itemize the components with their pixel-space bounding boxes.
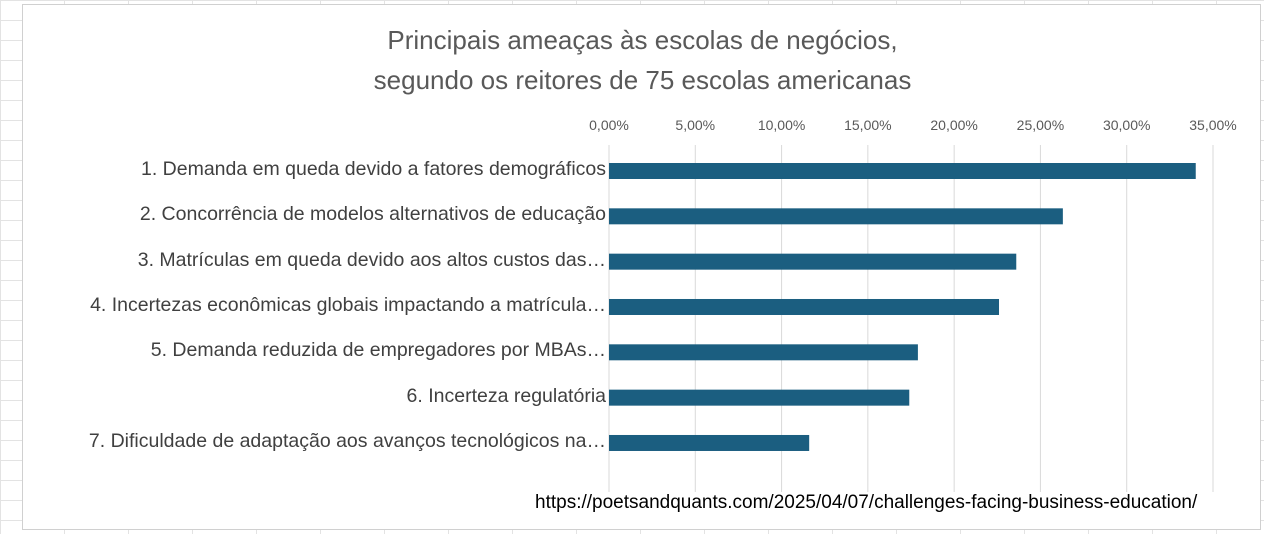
category-label: 6. Incerteza regulatória — [406, 384, 606, 407]
bar[interactable] — [609, 163, 1196, 179]
x-tick-label: 30,00% — [1103, 117, 1150, 133]
x-tick-label: 5,00% — [675, 117, 715, 133]
bar[interactable] — [609, 344, 918, 361]
category-label: 2. Concorrência de modelos alternativos … — [139, 203, 606, 226]
category-label: 7. Dificuldade de adaptação aos avanços … — [88, 429, 606, 452]
category-label: 1. Demanda em queda devido a fatores dem… — [140, 158, 606, 180]
bar[interactable] — [609, 208, 1063, 225]
x-tick-label: 35,00% — [1189, 117, 1236, 133]
category-label: 5. Demanda reduzida de empregadores por … — [150, 339, 606, 362]
bar-chart: 0,00% 5,00% 10,00% 15,00% 20,00% 25,00% 30,00%… — [589, 117, 1237, 492]
bar[interactable] — [609, 434, 810, 451]
x-tick-label: 10,00% — [758, 117, 805, 133]
chart-title-line-2: segundo os reitores de 75 escolas americ… — [373, 65, 912, 95]
x-tick-label: 20,00% — [930, 117, 977, 133]
x-tick-label: 0,00% — [589, 117, 629, 133]
category-label: 3. Matrículas em queda devido aos altos … — [137, 248, 606, 271]
chart-area[interactable]: Principais ameaças às escolas de negócio… — [22, 4, 1261, 530]
x-tick-label: 25,00% — [1017, 117, 1064, 133]
category-label: 4. Incertezas econômicas globais impacta… — [90, 293, 606, 316]
bar[interactable] — [609, 389, 910, 406]
chart-title-line-1: Principais ameaças às escolas de negócio… — [387, 25, 898, 55]
bar[interactable] — [609, 253, 1017, 270]
bar[interactable] — [609, 298, 1000, 315]
source-url: https://poetsandquants.com/2025/04/07/ch… — [535, 492, 1198, 513]
x-tick-label: 15,00% — [844, 117, 891, 133]
